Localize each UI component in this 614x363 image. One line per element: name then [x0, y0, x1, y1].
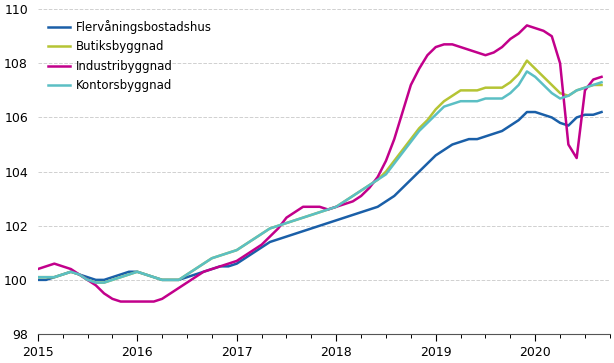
Kontorsbyggnad [92, 280, 99, 285]
Flervåningsbostadshus [142, 272, 149, 277]
Industribyggnad [589, 77, 597, 82]
Kontorsbyggnad [589, 83, 597, 87]
Flervåningsbostadshus [523, 110, 530, 114]
Industribyggnad [366, 185, 373, 190]
Kontorsbyggnad [76, 272, 83, 277]
Industribyggnad [598, 75, 605, 79]
Flervåningsbostadshus [34, 278, 42, 282]
Kontorsbyggnad [598, 80, 605, 85]
Flervåningsbostadshus [598, 110, 605, 114]
Industribyggnad [523, 23, 530, 28]
Butiksbyggnad [598, 83, 605, 87]
Flervåningsbostadshus [357, 210, 365, 215]
Kontorsbyggnad [134, 270, 141, 274]
Kontorsbyggnad [473, 99, 481, 103]
Flervåningsbostadshus [225, 264, 232, 269]
Kontorsbyggnad [34, 275, 42, 280]
Line: Industribyggnad: Industribyggnad [38, 25, 602, 302]
Butiksbyggnad [134, 270, 141, 274]
Industribyggnad [34, 267, 42, 271]
Industribyggnad [117, 299, 125, 304]
Butiksbyggnad [473, 88, 481, 93]
Kontorsbyggnad [523, 69, 530, 74]
Butiksbyggnad [366, 183, 373, 187]
Butiksbyggnad [150, 275, 158, 280]
Industribyggnad [76, 272, 83, 277]
Flervåningsbostadshus [217, 264, 224, 269]
Flervåningsbostadshus [76, 272, 83, 277]
Butiksbyggnad [523, 58, 530, 63]
Kontorsbyggnad [150, 275, 158, 280]
Industribyggnad [134, 299, 141, 304]
Flervåningsbostadshus [589, 113, 597, 117]
Line: Butiksbyggnad: Butiksbyggnad [38, 61, 602, 282]
Industribyggnad [150, 299, 158, 304]
Line: Flervåningsbostadshus: Flervåningsbostadshus [38, 112, 602, 280]
Kontorsbyggnad [366, 183, 373, 187]
Legend: Flervåningsbostadshus, Butiksbyggnad, Industribyggnad, Kontorsbyggnad: Flervåningsbostadshus, Butiksbyggnad, In… [44, 15, 216, 97]
Line: Kontorsbyggnad: Kontorsbyggnad [38, 72, 602, 282]
Butiksbyggnad [34, 275, 42, 280]
Butiksbyggnad [589, 83, 597, 87]
Industribyggnad [473, 50, 481, 55]
Butiksbyggnad [92, 280, 99, 285]
Butiksbyggnad [76, 272, 83, 277]
